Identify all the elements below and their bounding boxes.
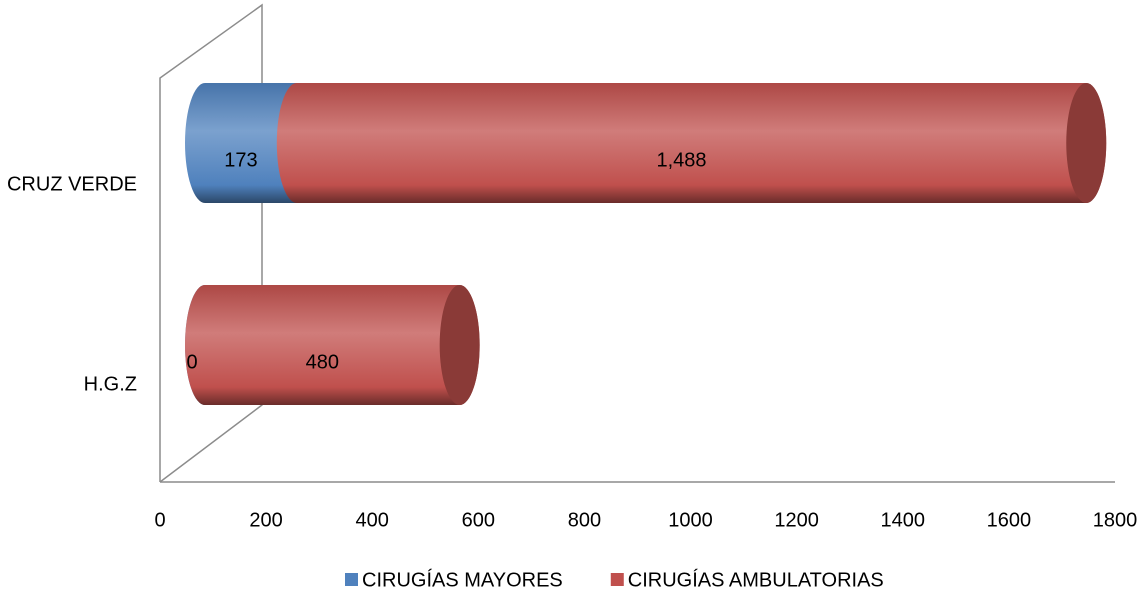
x-tick-label: 1000 bbox=[668, 509, 713, 531]
bar-cap bbox=[439, 285, 480, 405]
bar bbox=[185, 285, 480, 405]
legend-swatch bbox=[345, 573, 358, 586]
plot-walls bbox=[159, 3, 1115, 483]
x-tick-label: 1800 bbox=[1093, 509, 1138, 531]
legend-label: CIRUGÍAS MAYORES bbox=[362, 568, 563, 591]
x-tick-label: 800 bbox=[568, 509, 601, 531]
x-tick-label: 1400 bbox=[881, 509, 926, 531]
data-label: 480 bbox=[306, 351, 339, 373]
data-label: 1,488 bbox=[656, 149, 706, 171]
bar bbox=[276, 83, 1107, 203]
legend-swatch bbox=[610, 573, 624, 586]
y-tick-label: H.G.Z bbox=[84, 373, 137, 395]
x-tick-label: 400 bbox=[356, 509, 389, 531]
x-tick-label: 600 bbox=[462, 509, 495, 531]
data-label: 0 bbox=[186, 351, 197, 373]
x-tick-label: 1600 bbox=[987, 509, 1032, 531]
side-wall bbox=[159, 3, 263, 483]
x-tick-label: 0 bbox=[154, 509, 165, 531]
x-tick-label: 1200 bbox=[774, 509, 819, 531]
legend-label: CIRUGÍAS AMBULATORIAS bbox=[628, 568, 884, 591]
y-tick-label: CRUZ VERDE bbox=[7, 173, 137, 195]
bar-cap bbox=[1066, 83, 1107, 203]
x-tick-label: 200 bbox=[249, 509, 282, 531]
data-label: 173 bbox=[224, 149, 257, 171]
